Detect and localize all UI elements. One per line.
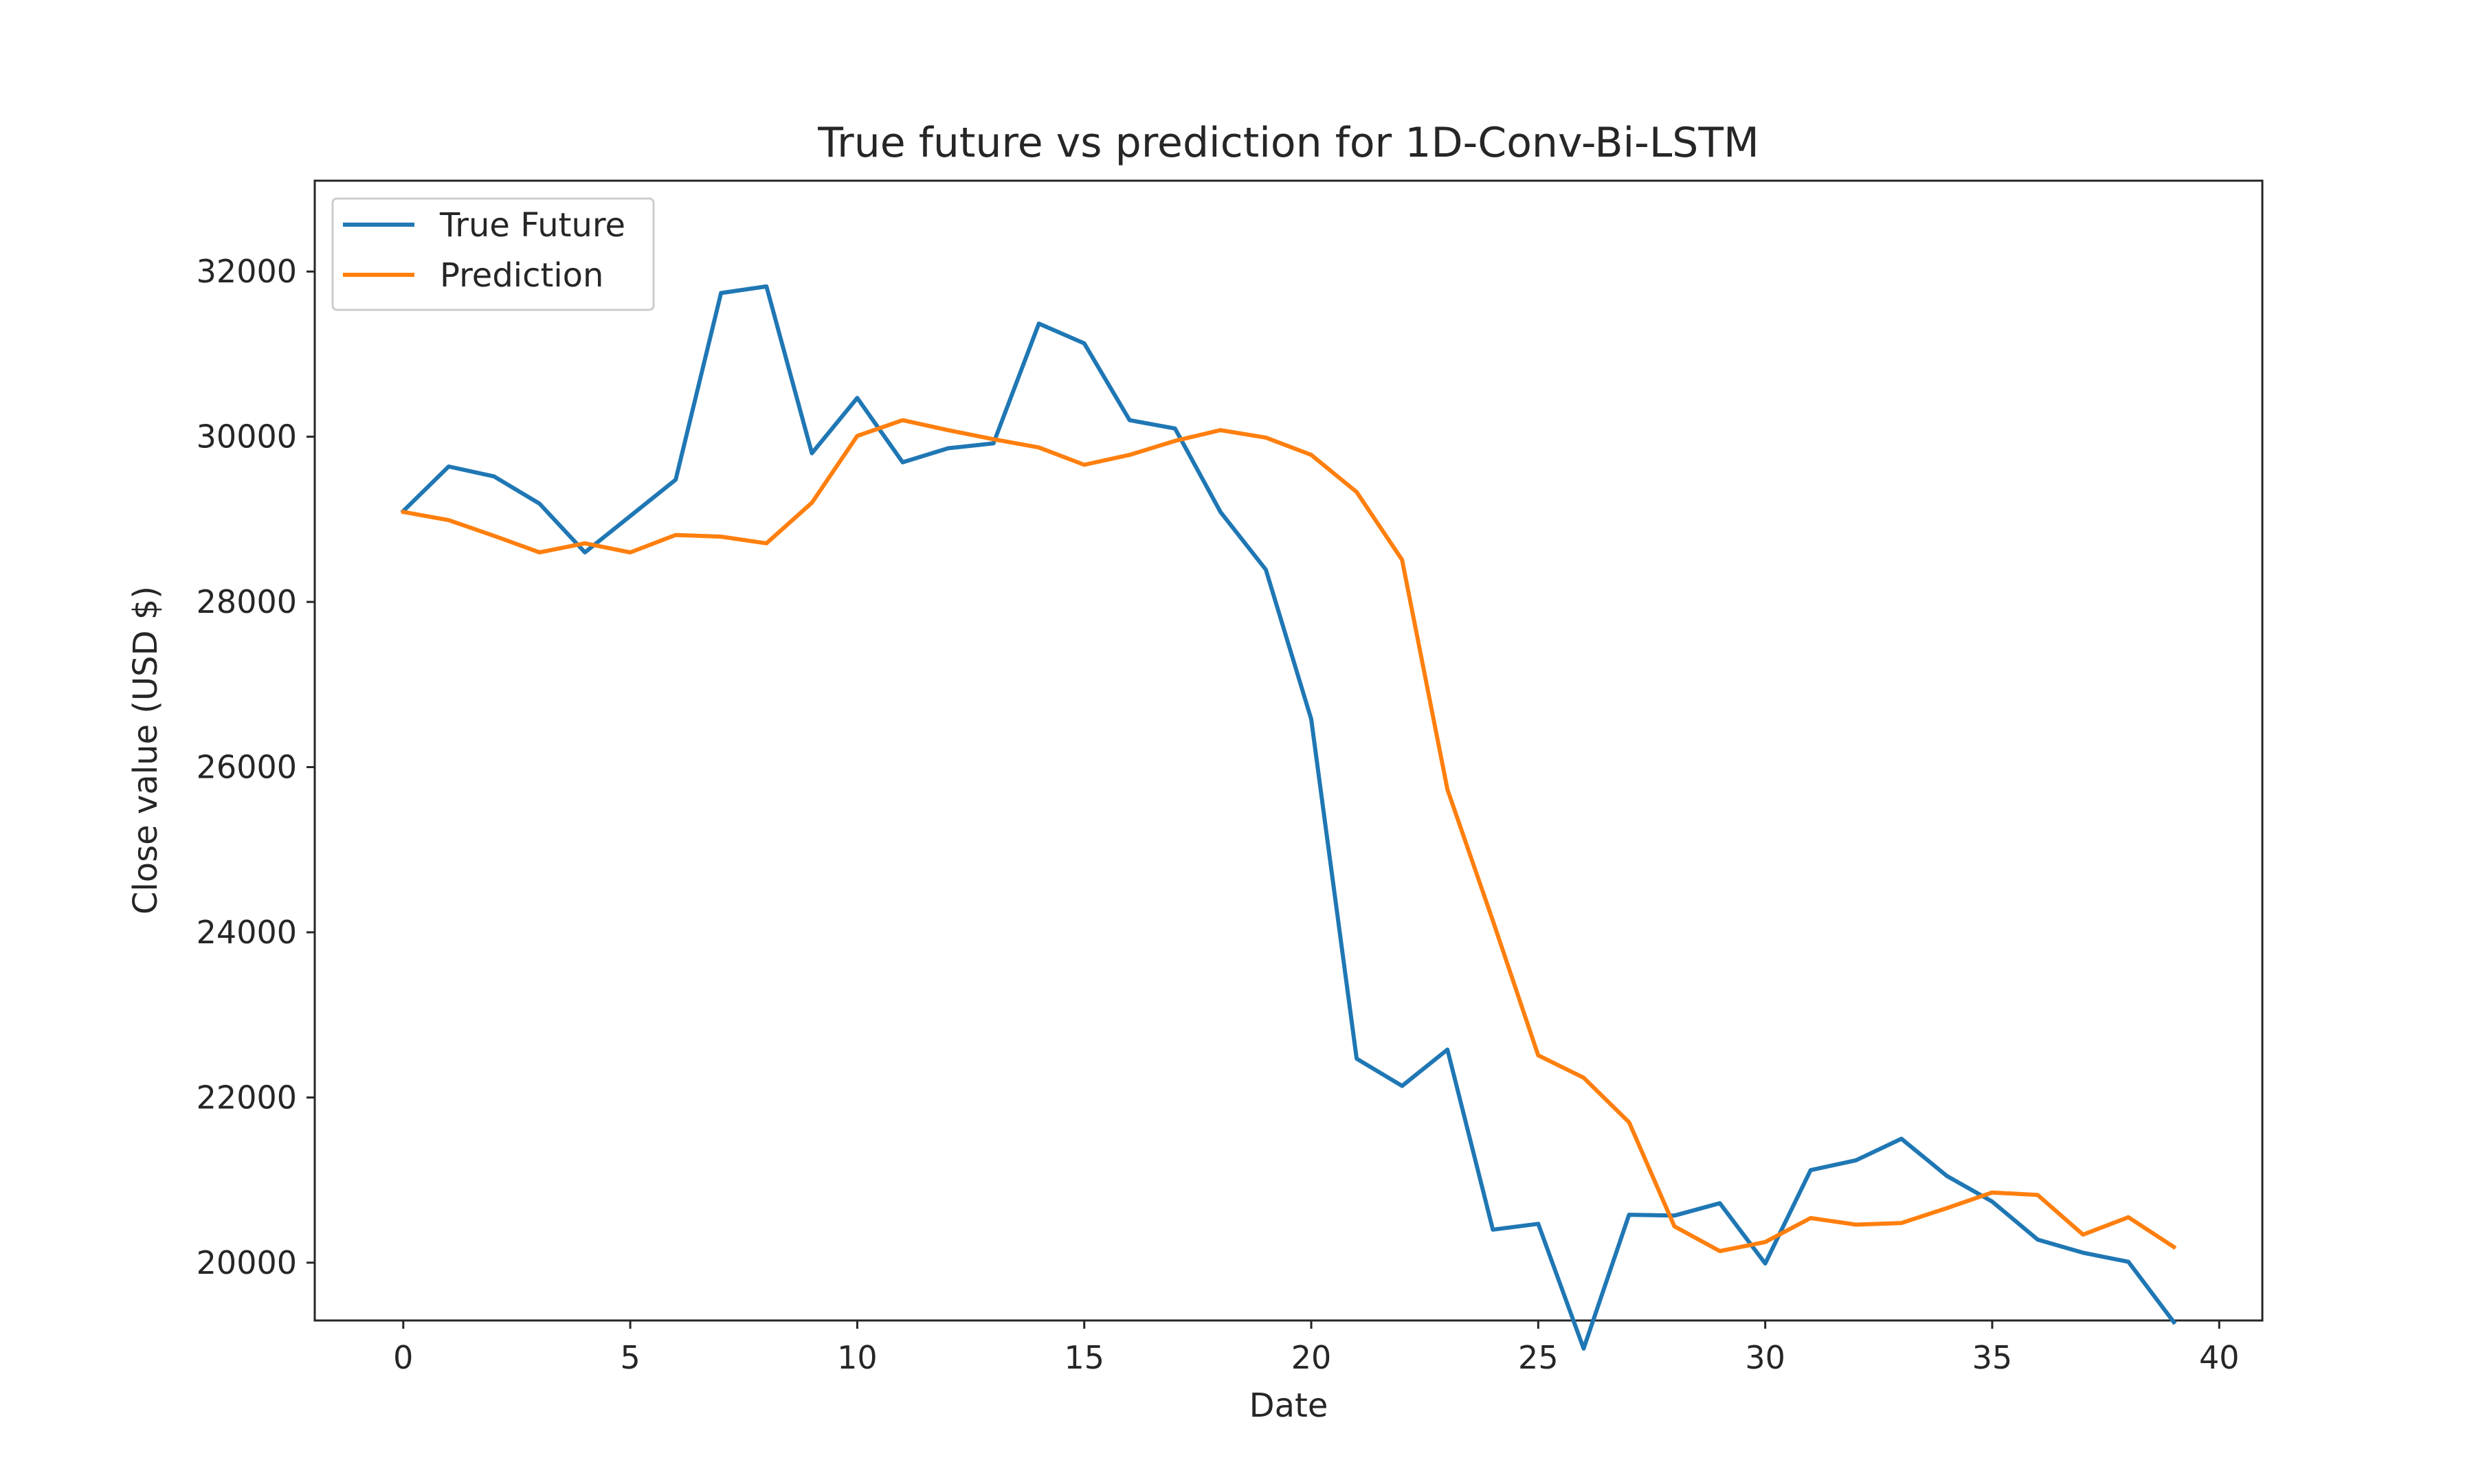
x-tick-label: 20: [1291, 1339, 1332, 1376]
y-tick-label: 20000: [197, 1244, 297, 1281]
x-tick-label: 5: [620, 1339, 640, 1376]
legend-entries: True Future Prediction: [343, 206, 625, 295]
x-tick-label: 0: [393, 1339, 413, 1376]
x-tick-label: 30: [1745, 1339, 1785, 1376]
legend: True Future Prediction: [331, 197, 655, 311]
series-lines: [400, 284, 2177, 1351]
x-tick-label: 25: [1518, 1339, 1559, 1376]
x-tick-label: 35: [1972, 1339, 2013, 1376]
x-tick-label: 10: [837, 1339, 878, 1376]
y-tick-label: 26000: [197, 749, 297, 786]
series-line-prediction: [401, 418, 2177, 1253]
series-line-true-future: [400, 284, 2177, 1351]
plot-frame: [313, 179, 2264, 1322]
x-tick-label: 40: [2199, 1339, 2240, 1376]
y-axis-label: Close value (USD $): [126, 586, 165, 914]
x-axis-ticks: 0 5 10 15 20 25 30 35 40: [393, 1320, 2240, 1376]
x-axis-label: Date: [1249, 1386, 1328, 1425]
x-tick-label: 15: [1064, 1339, 1104, 1376]
y-tick-label: 22000: [197, 1079, 297, 1116]
legend-label-prediction: Prediction: [440, 256, 603, 295]
y-tick-label: 28000: [197, 583, 297, 620]
y-tick-label: 30000: [197, 418, 297, 456]
chart-title: True future vs prediction for 1D-Conv-Bi…: [817, 119, 1759, 167]
legend-label-true-future: True Future: [439, 206, 625, 245]
y-axis-ticks: 20000 22000 24000 26000 28000 30000 32000: [197, 253, 315, 1281]
y-tick-label: 32000: [197, 253, 297, 290]
y-tick-label: 24000: [197, 914, 297, 951]
